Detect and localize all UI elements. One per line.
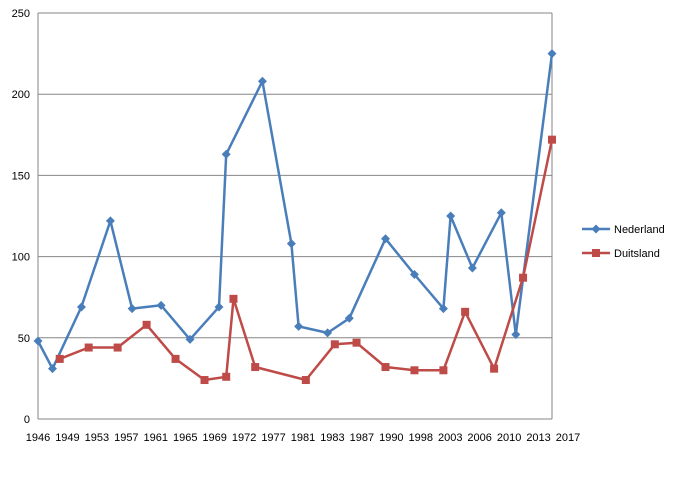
data-point-nederland — [380, 234, 390, 244]
data-point-nederland — [344, 313, 354, 323]
data-point-duitsland — [410, 366, 419, 375]
legend-label: Nederland — [614, 224, 665, 236]
legend-marker — [591, 224, 601, 234]
x-tick-label: 1981 — [291, 432, 315, 444]
data-point-nederland — [496, 208, 506, 218]
x-tick-label: 2006 — [467, 432, 491, 444]
legend-item-nederland: Nederland — [582, 224, 665, 236]
data-point-nederland — [409, 269, 419, 279]
y-tick-label: 200 — [12, 89, 30, 101]
y-tick-labels: 0 50 100 150 200 250 — [12, 8, 30, 426]
data-point-duitsland — [251, 363, 260, 372]
data-point-duitsland — [330, 340, 339, 349]
data-point-duitsland — [490, 364, 499, 373]
y-tick-label: 0 — [24, 414, 30, 426]
x-tick-label: 1983 — [320, 432, 344, 444]
data-point-nederland — [323, 328, 333, 338]
data-point-duitsland — [171, 354, 180, 363]
x-tick-label: 2003 — [438, 432, 462, 444]
x-tick-label: 1977 — [261, 432, 285, 444]
series-layer — [33, 49, 557, 385]
x-tick-label: 1961 — [144, 432, 168, 444]
data-point-nederland — [294, 321, 304, 331]
x-tick-label: 1953 — [85, 432, 109, 444]
x-tick-label: 1957 — [114, 432, 138, 444]
data-point-duitsland — [439, 366, 448, 375]
x-tick-label: 1987 — [350, 432, 374, 444]
x-tick-label: 1990 — [379, 432, 403, 444]
series-duitsland — [55, 135, 556, 385]
data-point-duitsland — [381, 363, 390, 372]
legend-item-duitsland: Duitsland — [582, 248, 660, 260]
x-tick-label: 1972 — [232, 432, 256, 444]
series-line-nederland — [36, 53, 554, 370]
data-point-duitsland — [142, 320, 151, 329]
data-point-duitsland — [229, 294, 238, 303]
y-tick-label: 100 — [12, 252, 30, 264]
data-point-nederland — [286, 239, 296, 249]
data-point-nederland — [127, 304, 137, 314]
legend: Nederland Duitsland — [582, 224, 665, 260]
data-point-nederland — [156, 300, 166, 310]
y-tick-label: 50 — [18, 333, 30, 345]
x-tick-label: 2017 — [556, 432, 580, 444]
legend-marker — [592, 249, 600, 257]
data-point-nederland — [511, 330, 521, 340]
data-point-duitsland — [461, 307, 470, 316]
data-point-duitsland — [200, 376, 209, 385]
data-point-nederland — [467, 263, 477, 273]
data-point-nederland — [105, 216, 115, 226]
data-point-nederland — [214, 302, 224, 312]
data-point-nederland — [33, 336, 43, 346]
y-tick-label: 250 — [12, 8, 30, 20]
data-point-duitsland — [84, 343, 93, 352]
data-point-nederland — [547, 49, 557, 59]
x-tick-label: 2010 — [497, 432, 521, 444]
gridlines — [38, 12, 553, 419]
x-tick-label: 1946 — [26, 432, 50, 444]
legend-label: Duitsland — [614, 248, 660, 260]
data-point-nederland — [438, 304, 448, 314]
x-tick-label: 1998 — [409, 432, 433, 444]
data-point-nederland — [76, 302, 86, 312]
data-point-nederland — [446, 211, 456, 221]
data-point-duitsland — [548, 135, 556, 144]
data-point-nederland — [185, 334, 195, 344]
x-tick-labels: 1946 1949 1953 1957 1961 1965 1969 1972 1977 1981… — [26, 432, 580, 444]
data-point-nederland — [47, 364, 57, 374]
data-point-duitsland — [352, 338, 361, 347]
data-point-duitsland — [301, 376, 310, 385]
data-point-duitsland — [519, 273, 528, 282]
axes — [37, 13, 552, 420]
x-tick-label: 1949 — [55, 432, 79, 444]
x-tick-label: 2013 — [526, 432, 550, 444]
x-tick-label: 1965 — [173, 432, 197, 444]
data-point-duitsland — [113, 343, 122, 352]
data-point-duitsland — [55, 354, 64, 363]
series-nederland — [33, 49, 557, 374]
y-tick-label: 150 — [12, 170, 30, 182]
data-point-nederland — [221, 149, 231, 159]
data-point-nederland — [257, 76, 267, 86]
x-tick-label: 1969 — [202, 432, 226, 444]
data-point-duitsland — [222, 372, 231, 381]
